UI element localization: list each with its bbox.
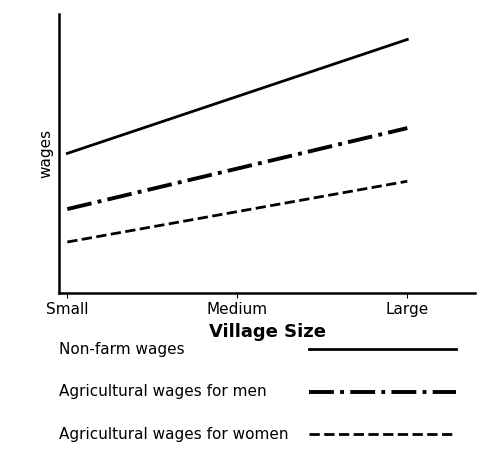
Text: Agricultural wages for women: Agricultural wages for women — [59, 427, 288, 442]
Text: Non-farm wages: Non-farm wages — [59, 342, 184, 357]
Text: Agricultural wages for men: Agricultural wages for men — [59, 384, 267, 399]
X-axis label: Village Size: Village Size — [209, 323, 325, 341]
Y-axis label: wages: wages — [38, 129, 53, 178]
